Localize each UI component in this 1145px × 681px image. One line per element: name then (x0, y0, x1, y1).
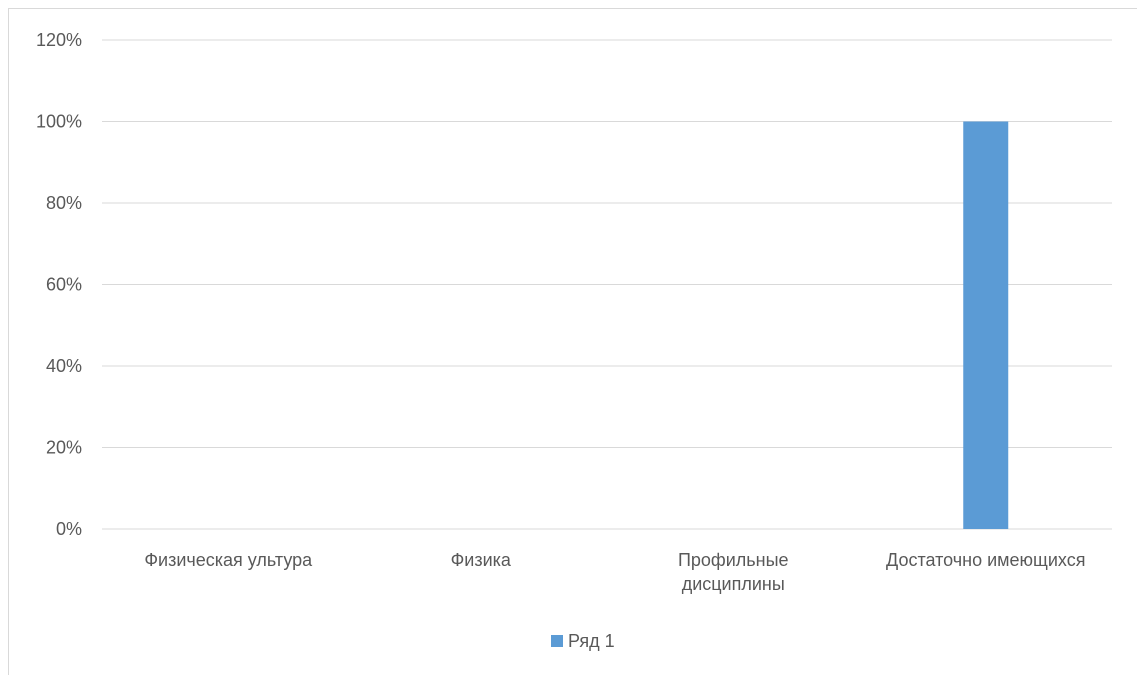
x-category-label: Физическая ультура (144, 550, 313, 570)
y-tick-label: 80% (46, 193, 82, 213)
bar-4 (963, 121, 1009, 529)
y-tick-label: 100% (36, 112, 82, 132)
chart-area: 0% 20% 40% 60% 80% 100% 120% Физическая ультур… (8, 8, 1137, 675)
x-category-label: Профильные дисциплины (678, 550, 789, 594)
legend-swatch (551, 635, 563, 647)
y-tick-label: 20% (46, 438, 82, 458)
x-category-label: Достаточно имеющихся (886, 550, 1085, 570)
bars (963, 121, 1009, 529)
legend-label: Ряд 1 (568, 631, 615, 651)
x-category-label: Физика (451, 550, 512, 570)
legend: Ряд 1 (551, 631, 615, 651)
y-tick-label: 60% (46, 275, 82, 295)
x-axis-categories: Физическая ультура Физика Профильные дисцип… (144, 550, 1085, 594)
y-axis-ticks: 0% 20% 40% 60% 80% 100% 120% (36, 30, 82, 539)
bar-chart: 0% 20% 40% 60% 80% 100% 120% Физическая ультур… (36, 30, 1112, 651)
y-tick-label: 0% (56, 519, 82, 539)
gridlines (102, 39, 1112, 530)
y-tick-label: 40% (46, 356, 82, 376)
y-tick-label: 120% (36, 30, 82, 50)
